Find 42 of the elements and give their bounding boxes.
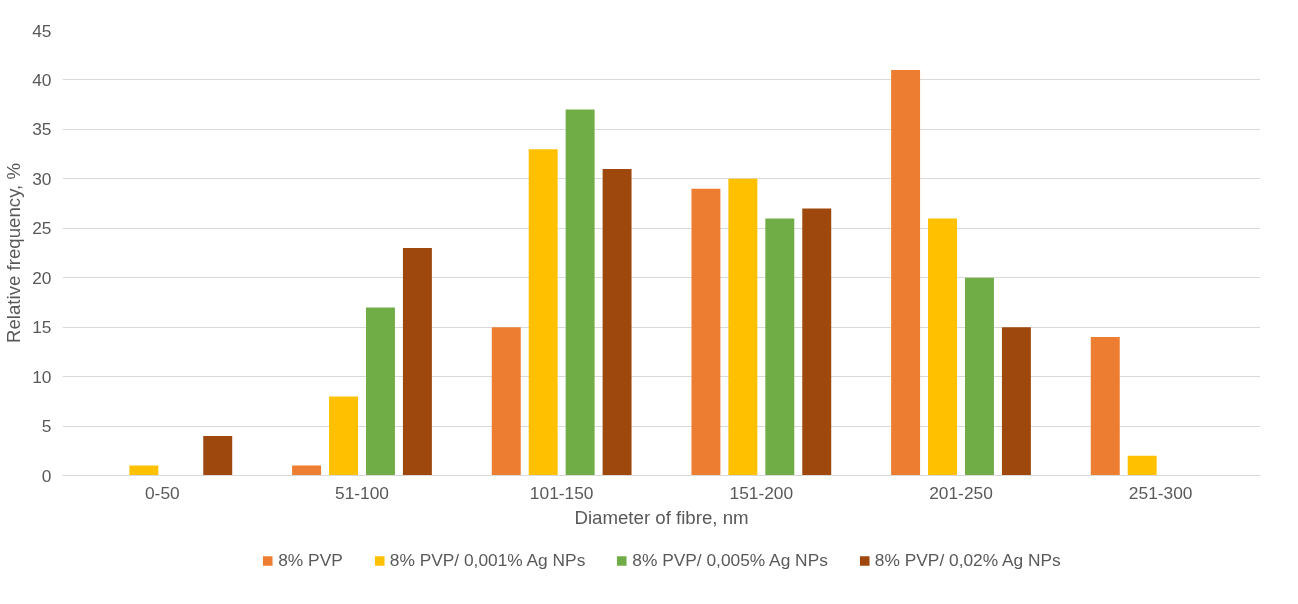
bar xyxy=(1090,337,1120,476)
y-tick-label: 5 xyxy=(41,416,52,437)
bar xyxy=(802,208,832,476)
bar xyxy=(565,109,595,476)
legend-label: 8% PVP/ 0,001% Ag NPs xyxy=(389,549,586,571)
x-tick-label: 251-300 xyxy=(1128,482,1193,503)
bar xyxy=(602,168,632,476)
bar xyxy=(292,465,322,476)
bar xyxy=(329,396,359,476)
bar xyxy=(728,178,758,476)
x-tick-label: 51-100 xyxy=(335,482,389,503)
y-tick-label: 40 xyxy=(32,69,52,90)
bar xyxy=(402,248,432,476)
bar xyxy=(528,149,558,476)
bar xyxy=(129,465,159,476)
y-tick-label: 25 xyxy=(32,218,52,239)
bar xyxy=(765,218,795,476)
x-tick-label: 201-250 xyxy=(929,482,993,503)
legend-label: 8% PVP/ 0,02% Ag NPs xyxy=(874,549,1061,571)
y-tick-label: 35 xyxy=(32,119,52,140)
legend-label: 8% PVP xyxy=(278,549,343,571)
bar xyxy=(365,307,395,476)
y-tick-label: 45 xyxy=(32,20,52,41)
y-tick-label: 0 xyxy=(41,465,52,486)
bar xyxy=(1127,455,1157,476)
bar xyxy=(203,435,233,476)
x-tick-label: 0-50 xyxy=(144,482,180,503)
x-tick-label: 151-200 xyxy=(729,482,794,503)
bar xyxy=(964,277,994,476)
y-tick-label: 10 xyxy=(32,366,52,387)
bar xyxy=(1001,327,1031,476)
x-axis-title: Diameter of fibre, nm xyxy=(574,506,749,528)
legend-label: 8% PVP/ 0,005% Ag NPs xyxy=(632,549,828,571)
y-tick-label: 30 xyxy=(32,168,52,189)
y-tick-label: 15 xyxy=(32,317,52,338)
y-tick-label: 20 xyxy=(32,267,52,288)
bar xyxy=(928,218,958,476)
x-tick-label: 101-150 xyxy=(529,482,594,503)
y-axis-title: Relative frequency, % xyxy=(3,162,25,344)
bar xyxy=(491,327,521,476)
bar xyxy=(691,188,721,476)
bar xyxy=(891,70,921,476)
